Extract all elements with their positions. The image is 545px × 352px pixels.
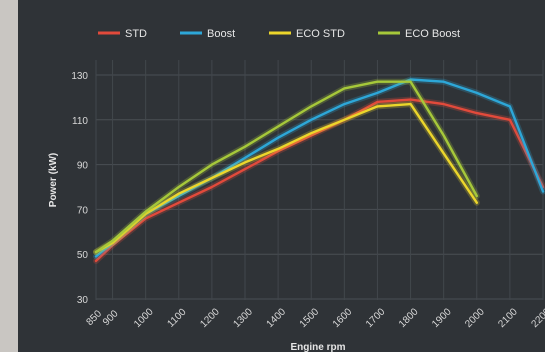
y-axis-ticks: 30 50 70 90 110 130 bbox=[71, 71, 88, 306]
x-axis-title: Engine rpm bbox=[290, 342, 345, 352]
legend-label: Boost bbox=[207, 28, 235, 40]
y-tick-label: 110 bbox=[72, 116, 88, 127]
x-tick-label: 1200 bbox=[198, 306, 222, 330]
x-tick-label: 1900 bbox=[430, 306, 454, 330]
x-tick-label: 1500 bbox=[298, 306, 322, 330]
series-line bbox=[94, 78, 545, 258]
y-tick-label: 70 bbox=[77, 205, 89, 216]
x-tick-label: 1100 bbox=[166, 306, 189, 329]
x-tick-label: 2000 bbox=[463, 306, 487, 330]
x-tick-label: 850 bbox=[84, 308, 104, 328]
y-tick-label: 30 bbox=[77, 295, 89, 306]
y-axis-title: Power (kW) bbox=[48, 153, 59, 207]
x-tick-label: 2100 bbox=[496, 306, 520, 330]
legend-label: ECO STD bbox=[296, 28, 345, 40]
legend-label: ECO Boost bbox=[405, 28, 460, 40]
x-tick-label: 1400 bbox=[265, 306, 289, 330]
series-lines bbox=[93, 76, 545, 264]
x-tick-label: 1700 bbox=[364, 306, 388, 330]
series-line bbox=[94, 80, 478, 254]
legend-label: STD bbox=[125, 28, 147, 40]
series-glow bbox=[93, 78, 480, 255]
series-glow bbox=[93, 101, 480, 255]
y-tick-label: 90 bbox=[77, 161, 89, 172]
legend: STD Boost ECO STD ECO Boost bbox=[98, 28, 460, 40]
series-glow bbox=[93, 76, 545, 260]
x-tick-label: 1800 bbox=[397, 306, 421, 330]
series-line bbox=[94, 102, 478, 254]
left-border-strip bbox=[0, 0, 18, 352]
y-tick-label: 130 bbox=[71, 71, 88, 82]
x-tick-label: 1600 bbox=[331, 306, 355, 330]
x-tick-label: 1000 bbox=[132, 306, 156, 330]
x-tick-label: 1300 bbox=[231, 306, 255, 330]
grid bbox=[95, 60, 544, 300]
y-tick-label: 50 bbox=[77, 250, 89, 261]
series-line bbox=[94, 98, 545, 263]
x-tick-label: 900 bbox=[101, 308, 121, 328]
chart-panel bbox=[18, 0, 545, 352]
power-curve-chart: STD Boost ECO STD ECO Boost 30507090110130 … bbox=[48, 28, 545, 352]
x-tick-label: 2200 bbox=[529, 306, 545, 330]
series-glow bbox=[93, 96, 545, 264]
